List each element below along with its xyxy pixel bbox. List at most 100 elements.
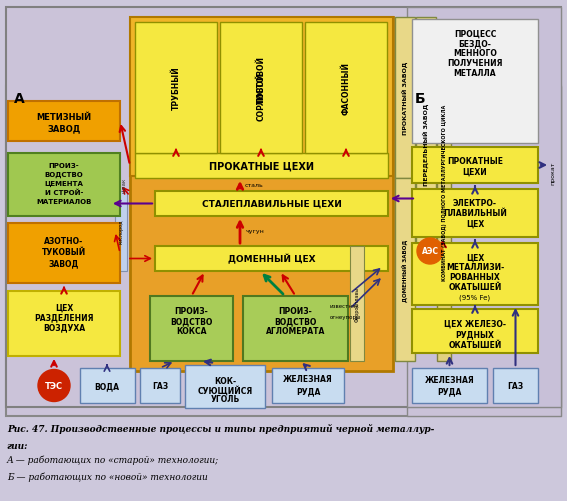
Text: Ферросплавы: Ферросплавы	[354, 287, 359, 322]
Text: шлак: шлак	[121, 177, 126, 193]
Text: СУЮЩИЙСЯ: СУЮЩИЙСЯ	[197, 385, 253, 395]
Text: ПОЛУЧЕНИЯ: ПОЛУЧЕНИЯ	[447, 60, 503, 68]
Text: КОК-: КОК-	[214, 376, 236, 385]
Text: огнеупоры: огнеупоры	[330, 315, 361, 320]
Text: БЕЗДО-: БЕЗДО-	[459, 40, 492, 49]
Text: МЕТИЗНЫЙ: МЕТИЗНЫЙ	[36, 112, 91, 121]
Bar	[412, 148, 538, 184]
Text: ПРОИЗ-: ПРОИЗ-	[278, 307, 312, 316]
Bar	[437, 24, 451, 361]
Text: ВОДСТВО: ВОДСТВО	[45, 171, 83, 178]
Text: ТЭС: ТЭС	[45, 381, 63, 390]
Text: ОКАТЫШЕЙ: ОКАТЫШЕЙ	[448, 283, 502, 292]
Text: ПЛАВИЛЬНЫЙ: ПЛАВИЛЬНЫЙ	[443, 209, 507, 218]
Bar	[8, 292, 120, 356]
Text: чугун: чугун	[245, 229, 264, 234]
Bar	[155, 191, 388, 216]
Text: ГАЗ: ГАЗ	[152, 381, 168, 390]
Circle shape	[38, 370, 70, 402]
Bar	[407, 8, 561, 407]
Text: РУДА: РУДА	[296, 386, 320, 395]
Text: РУДНЫХ: РУДНЫХ	[455, 330, 494, 339]
Bar	[8, 102, 120, 142]
Bar	[412, 310, 538, 353]
Bar	[6, 87, 561, 416]
Bar	[155, 246, 388, 272]
Text: ПЕРЕДЕЛЬНЫЙ ЗАВОД: ПЕРЕДЕЛЬНЫЙ ЗАВОД	[423, 104, 429, 186]
Text: ВОДСТВО: ВОДСТВО	[170, 317, 213, 326]
Text: ЦЕХ: ЦЕХ	[466, 253, 484, 262]
Text: прокат: прокат	[551, 161, 556, 184]
Bar	[150, 297, 233, 361]
Text: АЭС: АЭС	[421, 247, 438, 256]
Bar	[140, 368, 180, 403]
Text: ТРУБНЫЙ: ТРУБНЫЙ	[171, 67, 180, 110]
Bar	[395, 179, 415, 361]
Text: ЛИСТОВОЙ: ЛИСТОВОЙ	[256, 56, 265, 105]
Bar	[493, 368, 538, 403]
Bar	[305, 23, 387, 154]
Text: ПРОКАТНЫЕ: ПРОКАТНЫЕ	[447, 157, 503, 166]
Text: ФАСОННЫЙ: ФАСОННЫЙ	[341, 62, 350, 115]
Text: КОМБИНАТ (ЗАВОД) ПОЛНОГО МЕТАЛЛУРГИЧЕСКОГО ЦИКЛА: КОМБИНАТ (ЗАВОД) ПОЛНОГО МЕТАЛЛУРГИЧЕСКО…	[442, 105, 447, 281]
Text: СОРТОВОЙ: СОРТОВОЙ	[256, 72, 265, 121]
Bar	[243, 297, 348, 361]
Text: ЗАВОД: ЗАВОД	[48, 124, 81, 133]
Text: МЕННОГО: МЕННОГО	[453, 50, 497, 59]
Bar	[416, 18, 436, 272]
Bar	[412, 20, 538, 144]
Bar	[412, 189, 538, 237]
Text: КОКСА: КОКСА	[176, 327, 207, 336]
Bar	[395, 18, 415, 179]
Text: ВОЗДУХА: ВОЗДУХА	[43, 323, 85, 332]
Bar	[8, 154, 120, 216]
Text: И СТРОЙ-: И СТРОЙ-	[45, 189, 83, 196]
Bar	[8, 223, 120, 284]
Text: ОКАТЫШЕЙ: ОКАТЫШЕЙ	[448, 341, 502, 350]
Text: АЗОТНО-: АЗОТНО-	[44, 237, 83, 246]
Text: УГОЛЬ: УГОЛЬ	[210, 394, 240, 403]
Text: ЦЕХ: ЦЕХ	[466, 219, 484, 228]
Bar	[412, 368, 487, 403]
Bar	[135, 154, 388, 179]
Text: Рис. 47. Производственные процессы и типы предприятий черной металлур-: Рис. 47. Производственные процессы и тип…	[7, 423, 434, 433]
Bar	[185, 365, 265, 408]
Text: (95% Fe): (95% Fe)	[459, 294, 490, 301]
Bar	[130, 18, 393, 371]
Text: ПРОКАТНЫЕ ЦЕХИ: ПРОКАТНЫЕ ЦЕХИ	[209, 161, 314, 171]
Text: ТУКОВЫЙ: ТУКОВЫЙ	[42, 248, 86, 257]
Text: СТАЛЕПЛАВИЛЬНЫЕ ЦЕХИ: СТАЛЕПЛАВИЛЬНЫЕ ЦЕХИ	[201, 199, 341, 208]
Text: ЖЕЛЕЗНАЯ: ЖЕЛЕЗНАЯ	[425, 375, 475, 384]
Text: Б: Б	[415, 92, 426, 106]
Text: известняк: известняк	[330, 304, 359, 309]
Bar	[6, 8, 561, 407]
Text: ДОМЕННЫЙ ЦЕХ: ДОМЕННЫЙ ЦЕХ	[228, 254, 315, 264]
Text: РУДА: РУДА	[437, 386, 462, 395]
Text: А: А	[14, 92, 25, 106]
Text: ВОДА: ВОДА	[95, 381, 120, 390]
Text: ГАЗ: ГАЗ	[507, 381, 523, 390]
Text: РОВАННЫХ: РОВАННЫХ	[450, 273, 500, 282]
Circle shape	[417, 238, 443, 265]
Text: ПРОИЗ-: ПРОИЗ-	[49, 163, 79, 169]
Bar	[220, 23, 302, 154]
Text: ЦЕХ: ЦЕХ	[55, 303, 73, 312]
Text: ДОМЕННЫЙ ЗАВОД: ДОМЕННЫЙ ЗАВОД	[402, 239, 408, 301]
Text: РАЗДЕЛЕНИЯ: РАЗДЕЛЕНИЯ	[34, 313, 94, 322]
Text: ВОДСТВО: ВОДСТВО	[274, 317, 317, 326]
Text: ПРОКАТНЫЙ ЗАВОД: ПРОКАТНЫЙ ЗАВОД	[402, 62, 408, 135]
Text: ПРОЦЕСС: ПРОЦЕСС	[454, 30, 496, 39]
Bar	[350, 246, 364, 361]
Text: ЭЛЕКТРО-: ЭЛЕКТРО-	[453, 199, 497, 208]
Text: ЗАВОД: ЗАВОД	[49, 259, 79, 268]
Bar	[412, 243, 538, 306]
Text: Б — работающих по «новой» технологии: Б — работающих по «новой» технологии	[7, 472, 208, 481]
Text: ЖЕЛЕЗНАЯ: ЖЕЛЕЗНАЯ	[283, 374, 333, 383]
Text: ПРОИЗ-: ПРОИЗ-	[175, 307, 209, 316]
Bar	[272, 368, 344, 403]
Text: МЕТАЛЛА: МЕТАЛЛА	[454, 69, 496, 78]
Text: сталь: сталь	[245, 183, 264, 188]
Bar	[135, 23, 217, 154]
Text: гии:: гии:	[7, 441, 28, 450]
Text: МАТЕРИАЛОВ: МАТЕРИАЛОВ	[36, 198, 92, 204]
